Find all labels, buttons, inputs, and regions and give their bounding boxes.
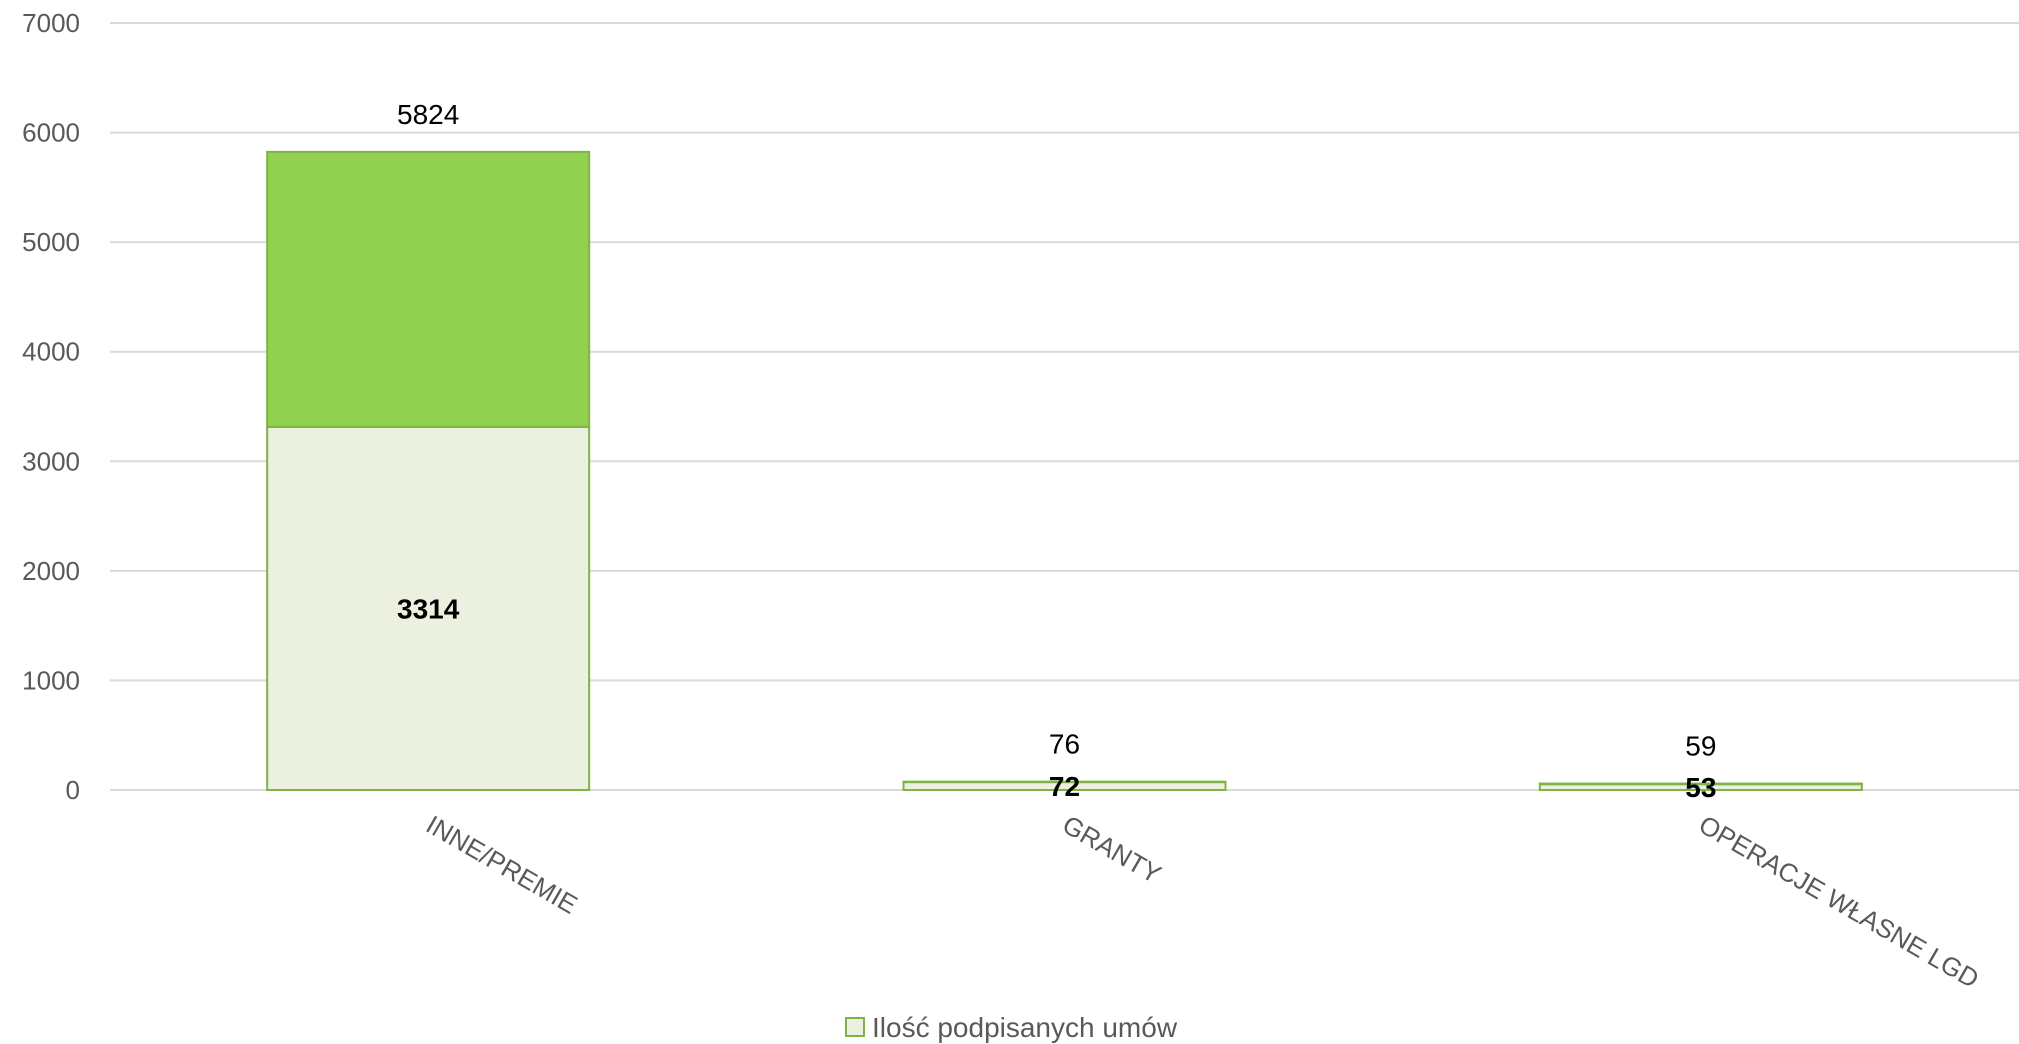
y-tick-label: 2000 bbox=[22, 556, 80, 586]
x-category-label: GRANTY bbox=[1058, 809, 1167, 889]
y-tick-label: 7000 bbox=[22, 8, 80, 38]
x-axis-categories: INNE/PREMIE GRANTY OPERACJE WŁASNE LGD bbox=[421, 809, 1984, 994]
x-category-label: OPERACJE WŁASNE LGD bbox=[1694, 809, 1984, 994]
bar-total-label: 59 bbox=[1685, 731, 1716, 762]
y-tick-label: 6000 bbox=[22, 118, 80, 148]
y-tick-label: 0 bbox=[66, 775, 80, 805]
bar-value-label: 72 bbox=[1049, 771, 1080, 802]
bars bbox=[266, 150, 1863, 791]
y-tick-label: 3000 bbox=[22, 446, 80, 476]
bar-segment bbox=[266, 150, 591, 428]
legend: Ilość podpisanych umów bbox=[845, 1012, 1178, 1043]
x-category-label: INNE/PREMIE bbox=[421, 809, 582, 919]
legend-label: Ilość podpisanych umów bbox=[872, 1012, 1178, 1043]
y-tick-label: 5000 bbox=[22, 227, 80, 257]
bar-value-label: 3314 bbox=[397, 593, 460, 624]
bar-total-label: 76 bbox=[1049, 729, 1080, 760]
y-axis-ticks: 0 1000 2000 3000 4000 5000 6000 7000 bbox=[22, 8, 80, 805]
bar-segment bbox=[1538, 782, 1863, 786]
data-labels: 3314 5824 72 76 53 59 bbox=[397, 99, 1716, 803]
y-tick-label: 1000 bbox=[22, 665, 80, 695]
bar-segment bbox=[266, 425, 591, 791]
y-tick-label: 4000 bbox=[22, 337, 80, 367]
bar-total-label: 5824 bbox=[397, 99, 459, 130]
bar-value-label: 53 bbox=[1685, 772, 1716, 803]
legend-swatch bbox=[845, 1017, 865, 1037]
